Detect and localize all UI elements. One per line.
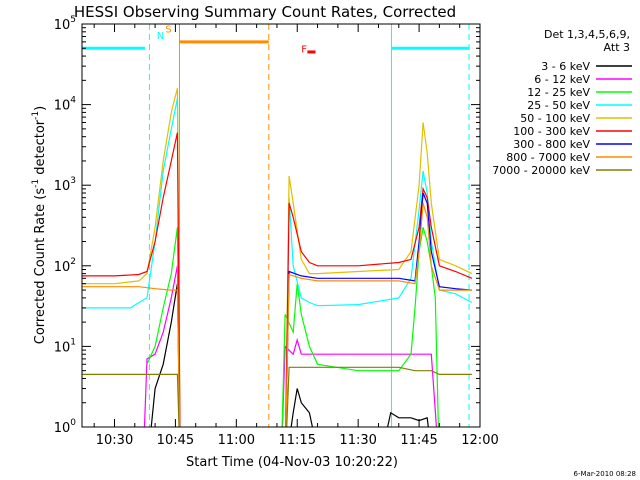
series-line-5 bbox=[82, 132, 473, 427]
flag-label-2: F bbox=[301, 45, 307, 56]
y-label-sup2: -1 bbox=[31, 111, 41, 120]
x-tick-label-1: 10:45 bbox=[157, 433, 194, 448]
legend-label-8: 7000 - 20000 keV bbox=[492, 164, 590, 177]
legend-label-0: 3 - 6 keV bbox=[541, 60, 590, 73]
x-tick-label-2: 11:00 bbox=[218, 433, 255, 448]
y-tick-label-1: 101 bbox=[54, 337, 76, 355]
x-tick-label-3: 11:15 bbox=[279, 433, 316, 448]
legend-label-4: 50 - 100 keV bbox=[520, 112, 590, 125]
y-axis: 100 101 102 103 104 105 bbox=[54, 15, 480, 436]
x-tick-label-6: 12:00 bbox=[461, 433, 498, 448]
footer-date: 6-Mar-2010 08:28 bbox=[574, 470, 636, 478]
y-label-end: ) bbox=[33, 106, 48, 111]
y-tick-label-2: 102 bbox=[54, 257, 76, 275]
legend-header-attenuator: Att 3 bbox=[604, 41, 630, 54]
series-line-4 bbox=[82, 87, 473, 427]
x-tick-label-5: 11:45 bbox=[400, 433, 437, 448]
y-tick-label-3: 103 bbox=[54, 176, 76, 194]
chart-title: HESSI Observing Summary Count Rates, Cor… bbox=[74, 3, 456, 21]
legend-label-1: 6 - 12 keV bbox=[534, 73, 590, 86]
x-axis-label: Start Time (04-Nov-03 10:20:22) bbox=[186, 455, 398, 470]
y-tick-label-0: 100 bbox=[54, 418, 77, 436]
x-tick-label-4: 11:30 bbox=[339, 433, 376, 448]
x-tick-label-0: 10:30 bbox=[96, 433, 133, 448]
flag-labels: NS F bbox=[157, 25, 308, 56]
series-lines bbox=[82, 87, 473, 427]
series-line-8 bbox=[82, 366, 472, 427]
legend-label-6: 300 - 800 keV bbox=[513, 138, 590, 151]
y-label-sup1: -1 bbox=[31, 179, 41, 188]
y-label-main: Corrected Count Rate (s bbox=[33, 188, 48, 345]
legend-label-7: 800 - 7000 keV bbox=[506, 151, 590, 164]
series-line-0 bbox=[150, 283, 429, 427]
legend-header-detectors: Det 1,3,4,5,6,9, bbox=[544, 28, 630, 41]
series-line-6 bbox=[285, 192, 472, 427]
y-axis-label: Corrected Count Rate (s-1 detector-1) bbox=[31, 106, 48, 344]
series-line-7 bbox=[82, 202, 472, 427]
series-line-2 bbox=[146, 227, 439, 427]
plot-frame bbox=[81, 23, 481, 428]
flag-bars bbox=[82, 40, 470, 54]
y-tick-label-5: 105 bbox=[54, 15, 76, 33]
x-axis: 10:30 10:45 11:00 11:15 11:30 11:45 12:00 bbox=[93, 24, 499, 448]
series-line-3 bbox=[82, 98, 473, 427]
flag-label-0: N bbox=[157, 31, 164, 42]
legend-label-5: 100 - 300 keV bbox=[513, 125, 590, 138]
flag-label-1: S bbox=[165, 25, 171, 36]
series-line-1 bbox=[143, 265, 438, 427]
legend-label-3: 25 - 50 keV bbox=[527, 99, 590, 112]
legend-label-2: 12 - 25 keV bbox=[527, 86, 590, 99]
y-label-mid: detector bbox=[33, 119, 48, 179]
y-tick-label-4: 104 bbox=[54, 96, 77, 114]
